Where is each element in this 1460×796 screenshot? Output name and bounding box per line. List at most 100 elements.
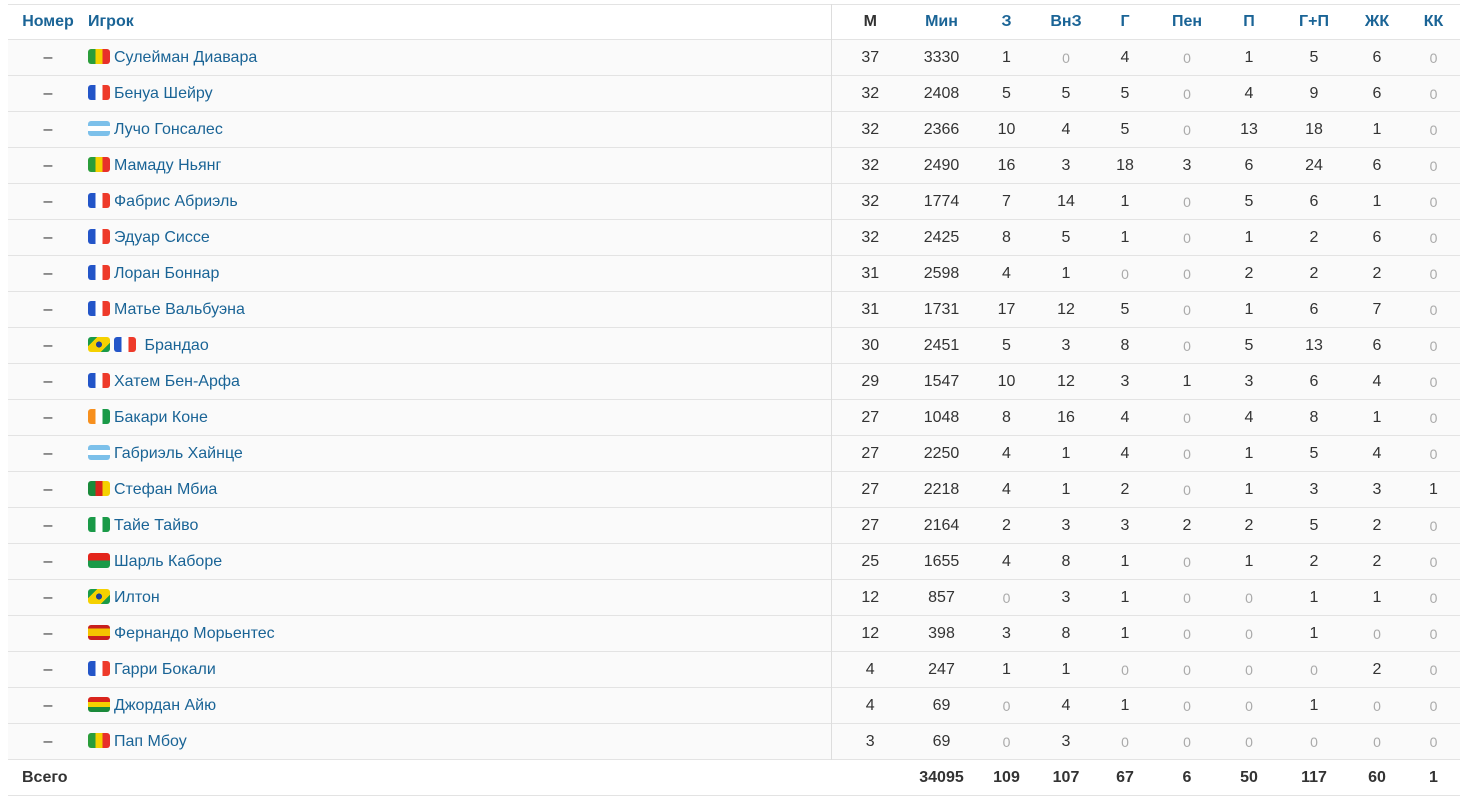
player-link[interactable]: Хатем Бен-Арфа — [114, 372, 240, 390]
stat-vnz: 12 — [1039, 363, 1093, 400]
player-link[interactable]: Джордан Айю — [114, 696, 217, 714]
total-p: 50 — [1217, 759, 1281, 796]
col-m[interactable]: М — [831, 4, 909, 40]
stat-pen: 0 — [1157, 255, 1217, 292]
stat-vnz: 3 — [1039, 579, 1093, 616]
total-gp: 117 — [1281, 759, 1347, 796]
stat-p: 3 — [1217, 363, 1281, 400]
stat-zhk: 0 — [1347, 723, 1407, 760]
table-row: – Эдуар Сиссе 32 2425 8 5 1 0 1 2 6 0 — [8, 219, 1460, 256]
player-link[interactable]: Гарри Бокали — [114, 660, 216, 678]
stat-m: 29 — [831, 363, 909, 400]
stat-p: 1 — [1217, 39, 1281, 76]
col-zhk[interactable]: ЖК — [1347, 4, 1407, 40]
stat-pen: 3 — [1157, 147, 1217, 184]
stat-gp: 3 — [1281, 471, 1347, 508]
player-link[interactable]: Тайе Тайво — [114, 516, 199, 534]
stat-g: 8 — [1093, 327, 1157, 364]
col-kk[interactable]: КК — [1407, 4, 1460, 40]
stat-vnz: 3 — [1039, 723, 1093, 760]
stat-p: 1 — [1217, 435, 1281, 472]
player-link[interactable]: Брандао — [144, 336, 209, 354]
stat-vnz: 16 — [1039, 399, 1093, 436]
col-min[interactable]: Мин — [909, 4, 974, 40]
total-g: 67 — [1093, 759, 1157, 796]
stat-kk: 0 — [1407, 687, 1460, 724]
stat-z: 7 — [974, 183, 1039, 220]
player-number: – — [8, 111, 88, 148]
stat-vnz: 1 — [1039, 255, 1093, 292]
total-m — [831, 759, 909, 796]
col-vnz[interactable]: ВнЗ — [1039, 4, 1093, 40]
stat-gp: 6 — [1281, 291, 1347, 328]
col-g[interactable]: Г — [1093, 4, 1157, 40]
stat-p: 0 — [1217, 651, 1281, 688]
table-row: – Пап Мбоу 3 69 0 3 0 0 0 0 0 0 — [8, 723, 1460, 760]
stat-zhk: 1 — [1347, 399, 1407, 436]
stat-m: 37 — [831, 39, 909, 76]
player-link[interactable]: Лучо Гонсалес — [114, 120, 223, 138]
stat-z: 4 — [974, 471, 1039, 508]
player-link[interactable]: Сулейман Диавара — [114, 48, 258, 66]
stat-zhk: 1 — [1347, 183, 1407, 220]
stat-vnz: 1 — [1039, 471, 1093, 508]
col-z[interactable]: З — [974, 4, 1039, 40]
col-pen[interactable]: Пен — [1157, 4, 1217, 40]
player-link[interactable]: Эдуар Сиссе — [114, 228, 210, 246]
stat-kk: 0 — [1407, 111, 1460, 148]
table-row: – Джордан Айю 4 69 0 4 1 0 0 1 0 0 — [8, 687, 1460, 724]
stat-g: 1 — [1093, 615, 1157, 652]
player-link[interactable]: Габриэль Хайнце — [114, 444, 243, 462]
col-player[interactable]: Игрок — [88, 4, 832, 40]
stat-zhk: 2 — [1347, 507, 1407, 544]
stat-m: 12 — [831, 579, 909, 616]
col-p[interactable]: П — [1217, 4, 1281, 40]
stat-m: 25 — [831, 543, 909, 580]
stat-kk: 0 — [1407, 363, 1460, 400]
col-gp[interactable]: Г+П — [1281, 4, 1347, 40]
stat-zhk: 2 — [1347, 255, 1407, 292]
stat-m: 32 — [831, 183, 909, 220]
stat-min: 1655 — [909, 543, 974, 580]
player-link[interactable]: Мамаду Ньянг — [114, 156, 222, 174]
stat-zhk: 6 — [1347, 39, 1407, 76]
table-row: – Брандао 30 2451 5 3 8 0 5 13 6 0 — [8, 327, 1460, 364]
player-link[interactable]: Шарль Каборе — [114, 552, 223, 570]
stat-z: 0 — [974, 579, 1039, 616]
player-link[interactable]: Бакари Коне — [114, 408, 208, 426]
total-zhk: 60 — [1347, 759, 1407, 796]
player-link[interactable]: Матье Вальбуэна — [114, 300, 245, 318]
stat-p: 1 — [1217, 543, 1281, 580]
player-link[interactable]: Илтон — [114, 588, 160, 606]
stat-gp: 6 — [1281, 363, 1347, 400]
player-link[interactable]: Лоран Боннар — [114, 264, 220, 282]
player-number: – — [8, 327, 88, 364]
total-z: 109 — [974, 759, 1039, 796]
stat-pen: 0 — [1157, 615, 1217, 652]
player-link[interactable]: Бенуа Шейру — [114, 84, 213, 102]
stat-gp: 5 — [1281, 435, 1347, 472]
stat-gp: 8 — [1281, 399, 1347, 436]
stat-p: 4 — [1217, 399, 1281, 436]
stat-kk: 0 — [1407, 651, 1460, 688]
player-link[interactable]: Стефан Мбиа — [114, 480, 218, 498]
stat-pen: 0 — [1157, 687, 1217, 724]
player-link[interactable]: Фернандо Морьентес — [114, 624, 275, 642]
stat-pen: 0 — [1157, 399, 1217, 436]
stat-m: 12 — [831, 615, 909, 652]
col-number[interactable]: Номер — [8, 4, 88, 40]
flag-burkina-faso-icon — [88, 552, 110, 568]
player-number: – — [8, 75, 88, 112]
stat-min: 2490 — [909, 147, 974, 184]
stat-g: 5 — [1093, 75, 1157, 112]
stat-gp: 0 — [1281, 723, 1347, 760]
player-link[interactable]: Пап Мбоу — [114, 732, 187, 750]
flag-argentina-icon — [88, 444, 110, 460]
flag-spain-icon — [88, 624, 110, 640]
player-number: – — [8, 723, 88, 760]
stat-g: 4 — [1093, 435, 1157, 472]
stat-z: 1 — [974, 39, 1039, 76]
player-link[interactable]: Фабрис Абриэль — [114, 192, 238, 210]
player-number: – — [8, 651, 88, 688]
flag-senegal-icon — [88, 48, 110, 64]
